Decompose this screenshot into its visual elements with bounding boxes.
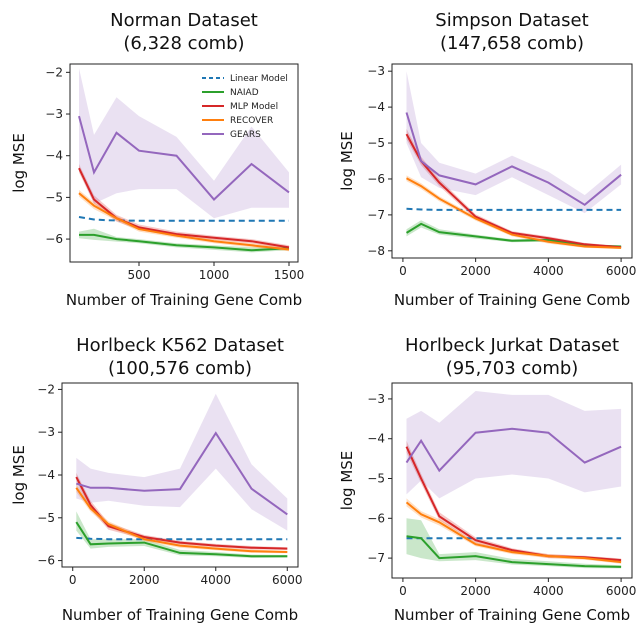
line-recover <box>75 487 288 553</box>
y-tick-label: −6 <box>45 232 63 246</box>
panel-3: Horlbeck K562 Dataset(100,576 comb) Numbe… <box>10 335 303 623</box>
x-tick-label: 2000 <box>129 573 160 587</box>
band-gears <box>406 391 622 499</box>
plot-area <box>78 68 290 253</box>
plot-frame <box>391 382 633 579</box>
x-tick-label: 0 <box>399 264 407 278</box>
line-gears <box>76 431 288 516</box>
chart-title: Simpson Dataset <box>435 10 588 31</box>
y-tick-label: −5 <box>367 136 385 150</box>
y-tick-label: −3 <box>37 425 55 439</box>
line-mlp-model <box>78 167 290 249</box>
x-tick-label: 0 <box>399 584 407 598</box>
plot-area <box>75 393 288 558</box>
y-tick-label: −4 <box>367 432 385 446</box>
band-gears <box>76 393 288 531</box>
y-tick-label: −7 <box>367 208 385 222</box>
y-tick-label: −6 <box>367 172 385 186</box>
x-tick-label: 2000 <box>460 264 491 278</box>
y-tick-label: −4 <box>45 149 63 163</box>
x-tick-label: 0 <box>69 573 77 587</box>
x-axis-label: Number of Training Gene Comb <box>62 606 298 623</box>
line-naiad <box>406 535 622 568</box>
y-tick-label: −4 <box>367 100 385 114</box>
legend: Linear Model NAIAD MLP Model RECOVER GEARS <box>202 74 288 140</box>
plot-frame <box>69 63 299 263</box>
legend-label: RECOVER <box>230 116 273 126</box>
x-tick-label: 4000 <box>533 584 564 598</box>
panel-4: Horlbeck Jurkat Dataset(95,703 comb) Numb… <box>338 335 636 623</box>
legend-label: Linear Model <box>230 74 288 84</box>
y-tick-label: −5 <box>367 472 385 486</box>
y-tick-label: −3 <box>45 107 63 121</box>
chart-subtitle: (147,658 comb) <box>440 33 584 54</box>
line-linear-model <box>76 536 288 541</box>
line-gears <box>405 427 622 473</box>
plot-frame <box>391 63 633 259</box>
band-naiad <box>76 511 288 558</box>
x-tick-label: 500 <box>128 268 151 282</box>
line-naiad <box>75 521 288 558</box>
panel-1: Norman Dataset(6,328 comb) Number of Trai… <box>10 10 304 309</box>
chart-subtitle: (95,703 comb) <box>446 358 579 379</box>
x-tick-label: 4000 <box>533 264 564 278</box>
band-gears <box>406 71 622 214</box>
x-tick-label: 1500 <box>274 268 305 282</box>
legend-label: MLP Model <box>230 102 278 112</box>
band-gears <box>79 68 289 219</box>
y-tick-label: −6 <box>37 554 55 568</box>
y-tick-label: −5 <box>45 190 63 204</box>
x-axis-label: Number of Training Gene Comb <box>394 606 630 623</box>
x-tick-label: 1000 <box>199 268 230 282</box>
y-tick-label: −3 <box>367 64 385 78</box>
y-axis-label: log MSE <box>10 133 28 193</box>
legend-label: GEARS <box>230 130 261 140</box>
chart-subtitle: (6,328 comb) <box>123 33 244 54</box>
chart-subtitle: (100,576 comb) <box>108 358 252 379</box>
line-gears <box>78 115 290 201</box>
x-axis-label: Number of Training Gene Comb <box>394 291 630 309</box>
x-tick-label: 2000 <box>460 584 491 598</box>
y-tick-label: −4 <box>37 468 55 482</box>
x-tick-label: 6000 <box>606 264 637 278</box>
y-axis-label: log MSE <box>338 451 356 511</box>
x-tick-label: 4000 <box>200 573 231 587</box>
y-axis-label: log MSE <box>338 131 356 191</box>
y-tick-label: −7 <box>367 551 385 565</box>
y-tick-label: −5 <box>37 511 55 525</box>
y-tick-label: −8 <box>367 244 385 258</box>
y-tick-label: −2 <box>45 65 63 79</box>
line-naiad <box>79 233 290 252</box>
chart-title: Horlbeck K562 Dataset <box>76 335 284 356</box>
plot-area <box>405 71 622 249</box>
panel-2: Simpson Dataset(147,658 comb) Number of T… <box>338 10 636 309</box>
x-tick-label: 6000 <box>606 584 637 598</box>
line-recover <box>405 501 622 564</box>
line-mlp-model <box>75 476 288 550</box>
line-linear-model <box>406 207 622 211</box>
y-tick-label: −6 <box>367 511 385 525</box>
line-recover <box>78 192 290 251</box>
x-axis-label: Number of Training Gene Comb <box>66 291 302 309</box>
chart-title: Horlbeck Jurkat Dataset <box>405 335 619 356</box>
band-mlp-model <box>76 472 288 550</box>
line-naiad <box>405 222 622 248</box>
legend-label: NAIAD <box>230 88 259 98</box>
y-tick-label: −3 <box>367 392 385 406</box>
x-tick-label: 6000 <box>272 573 303 587</box>
y-axis-label: log MSE <box>10 445 28 505</box>
line-recover <box>406 177 622 249</box>
plot-area <box>405 391 622 569</box>
y-tick-label: −2 <box>37 382 55 396</box>
line-gears <box>405 112 622 207</box>
band-naiad <box>406 518 622 569</box>
band-mlp-model <box>406 440 622 562</box>
chart-title: Norman Dataset <box>110 10 258 31</box>
